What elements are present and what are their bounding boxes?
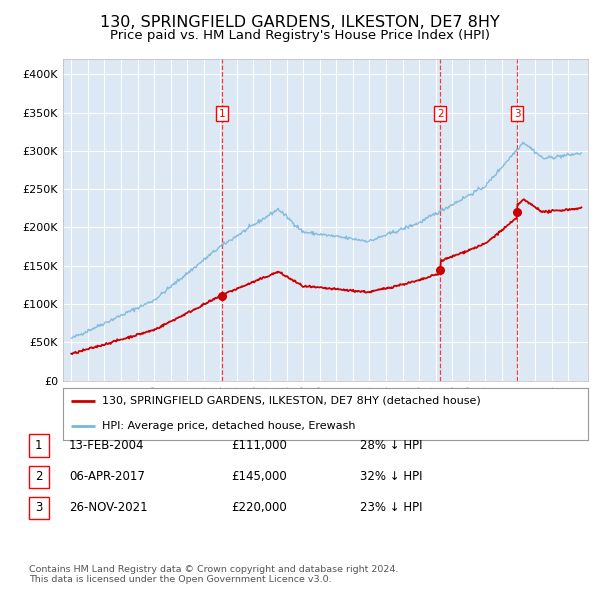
- Text: Contains HM Land Registry data © Crown copyright and database right 2024.
This d: Contains HM Land Registry data © Crown c…: [29, 565, 398, 584]
- Text: 13-FEB-2004: 13-FEB-2004: [69, 439, 145, 452]
- Text: HPI: Average price, detached house, Erewash: HPI: Average price, detached house, Erew…: [103, 421, 356, 431]
- Text: Price paid vs. HM Land Registry's House Price Index (HPI): Price paid vs. HM Land Registry's House …: [110, 30, 490, 42]
- Text: 23% ↓ HPI: 23% ↓ HPI: [360, 502, 422, 514]
- Text: 1: 1: [219, 109, 226, 119]
- Text: 3: 3: [514, 109, 520, 119]
- Text: 130, SPRINGFIELD GARDENS, ILKESTON, DE7 8HY (detached house): 130, SPRINGFIELD GARDENS, ILKESTON, DE7 …: [103, 395, 481, 405]
- Text: £111,000: £111,000: [231, 439, 287, 452]
- Text: 32% ↓ HPI: 32% ↓ HPI: [360, 470, 422, 483]
- Text: 2: 2: [35, 470, 43, 483]
- Text: £145,000: £145,000: [231, 470, 287, 483]
- Text: 26-NOV-2021: 26-NOV-2021: [69, 502, 148, 514]
- Text: 06-APR-2017: 06-APR-2017: [69, 470, 145, 483]
- Text: 2: 2: [437, 109, 443, 119]
- Text: £220,000: £220,000: [231, 502, 287, 514]
- Text: 1: 1: [35, 439, 43, 452]
- Text: 28% ↓ HPI: 28% ↓ HPI: [360, 439, 422, 452]
- Text: 130, SPRINGFIELD GARDENS, ILKESTON, DE7 8HY: 130, SPRINGFIELD GARDENS, ILKESTON, DE7 …: [100, 15, 500, 30]
- Text: 3: 3: [35, 502, 43, 514]
